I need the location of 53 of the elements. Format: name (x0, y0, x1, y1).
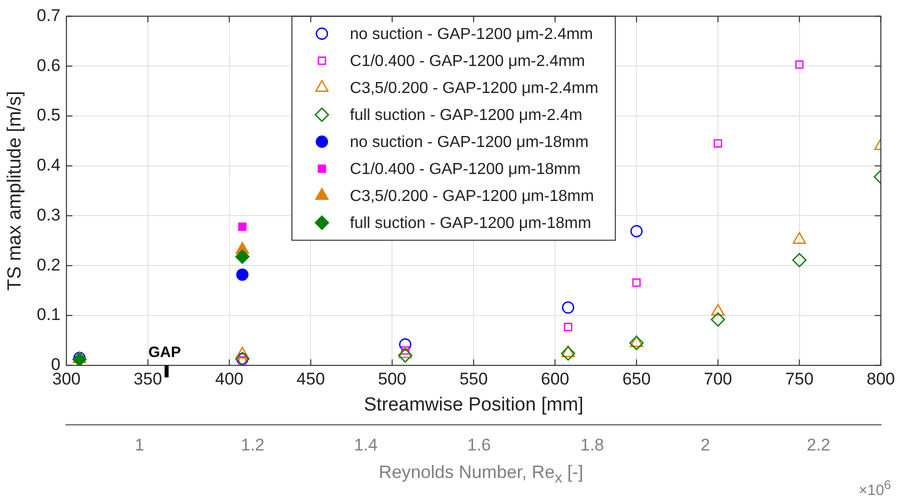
point (562, 301, 574, 314)
y-tick-label: 0.2 (36, 255, 60, 274)
y-tick-label: 0.5 (36, 106, 60, 125)
point (792, 252, 807, 268)
legend-label: full suction - GAP-1200 μm-18mm (350, 215, 592, 232)
point (560, 346, 576, 361)
legend-label: no suction - GAP-1200 μm-2.4mm (350, 26, 594, 44)
x2-tick-label: 1 (134, 435, 144, 454)
y-tick-label: 0.3 (36, 205, 60, 224)
legend-label: full suction - GAP-1200 μm-2.4m (350, 107, 582, 124)
x-tick-label: 400 (215, 369, 244, 388)
x-tick-label: 700 (704, 369, 732, 388)
text: ×10$^{6}$ (858, 478, 891, 499)
legend-label: C1/0.400 - GAP-1200 μm-18mm (350, 161, 581, 178)
y-axis-title: TS max amplitude [m/s] (4, 91, 26, 291)
y-tick-label: 0.6 (36, 56, 60, 75)
legend-label: C3,5/0.200 - GAP-1200 μm-2.4mm (350, 80, 598, 98)
point (399, 338, 412, 351)
y-tick-label: 0.7 (36, 6, 60, 25)
x-tick-label: 800 (866, 369, 896, 388)
legend-label: no suction - GAP-1200 μm-18mm (350, 134, 589, 152)
x-tick-label: 350 (134, 369, 162, 388)
y-tick-label: 0.4 (36, 156, 60, 175)
x-tick-label: 600 (540, 369, 570, 388)
point (564, 322, 572, 332)
point (236, 268, 248, 281)
point (398, 348, 412, 363)
point (235, 250, 250, 264)
point (714, 139, 722, 148)
x2-tick-label: 1.2 (240, 435, 264, 454)
legend-label: C3,5/0.200 - GAP-1200 μm-18mm (350, 188, 594, 206)
y-tick-label: 0.1 (36, 305, 60, 324)
x-tick-label: 450 (296, 369, 325, 388)
x-axis-title: Streamwise Position [mm] (364, 394, 584, 416)
point (629, 336, 644, 350)
x2-axis-title: Reynolds Number, Re$_{x}$ [-] (378, 462, 584, 487)
x2-tick-label: 2 (700, 435, 710, 454)
x-tick-label: 750 (785, 369, 814, 388)
point (795, 60, 804, 69)
legend-label: C1/0.400 - GAP-1200 μm-2.4mm (350, 53, 586, 70)
x-tick-label: 550 (459, 369, 488, 388)
x-tick-label: 650 (622, 369, 651, 388)
point (238, 222, 247, 231)
point (632, 278, 641, 287)
x2-tick-label: 1.4 (354, 435, 378, 454)
x-tick-label: 300 (52, 369, 81, 388)
annotation: GAP (148, 344, 181, 362)
point (710, 312, 726, 327)
point (630, 225, 643, 238)
x2-tick-label: 1.6 (467, 435, 491, 454)
x-tick-label: 500 (378, 369, 406, 388)
x2-tick-label: 1.8 (580, 435, 604, 454)
x2-tick-label: 2.2 (806, 435, 830, 454)
